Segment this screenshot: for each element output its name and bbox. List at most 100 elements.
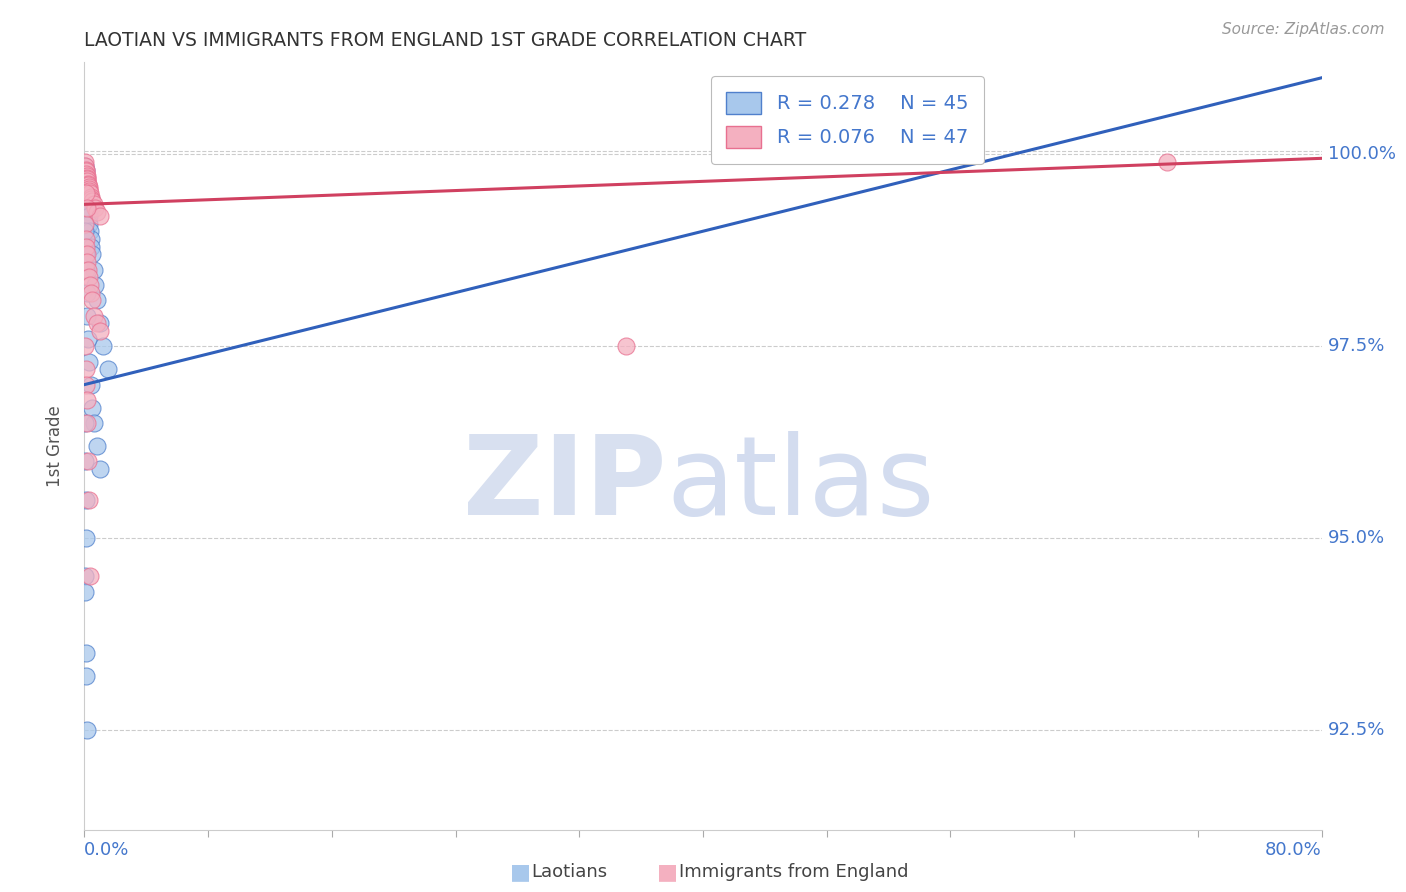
Point — [76, 178, 98, 193]
Point — [75, 167, 97, 181]
Point — [83, 197, 105, 211]
Point — [75, 174, 97, 188]
Point — [77, 201, 100, 215]
Text: Source: ZipAtlas.com: Source: ZipAtlas.com — [1222, 22, 1385, 37]
Text: 97.5%: 97.5% — [1327, 337, 1385, 355]
Text: atlas: atlas — [666, 431, 935, 538]
Text: LAOTIAN VS IMMIGRANTS FROM ENGLAND 1ST GRADE CORRELATION CHART: LAOTIAN VS IMMIGRANTS FROM ENGLAND 1ST G… — [84, 30, 807, 50]
Point — [89, 209, 111, 223]
Text: 100.0%: 100.0% — [1327, 145, 1396, 163]
Point — [76, 169, 98, 183]
Point — [86, 205, 108, 219]
Point — [77, 209, 100, 223]
Point — [76, 416, 98, 430]
Text: ZIP: ZIP — [463, 431, 666, 538]
Point — [75, 162, 97, 177]
Point — [76, 172, 98, 186]
Text: 95.0%: 95.0% — [1327, 529, 1385, 547]
Point — [75, 584, 97, 599]
Point — [76, 285, 98, 300]
Point — [75, 159, 97, 173]
Point — [75, 167, 97, 181]
Point — [79, 285, 101, 300]
Point — [79, 217, 101, 231]
Point — [75, 416, 97, 430]
Point — [79, 232, 101, 246]
Point — [75, 569, 97, 583]
Point — [86, 316, 108, 330]
Point — [76, 177, 98, 191]
Point — [75, 239, 97, 253]
Point — [75, 262, 97, 277]
Point — [96, 362, 118, 376]
Point — [75, 159, 97, 173]
Point — [91, 339, 114, 353]
Point — [82, 401, 104, 415]
Point — [75, 339, 97, 353]
Point — [76, 201, 98, 215]
Point — [76, 190, 98, 204]
Text: Immigrants from England: Immigrants from England — [679, 863, 908, 881]
Point — [75, 217, 97, 231]
Text: 0.0%: 0.0% — [84, 841, 129, 859]
Point — [75, 377, 97, 392]
Point — [77, 354, 100, 368]
Point — [75, 232, 97, 246]
Point — [75, 162, 97, 177]
Point — [75, 164, 97, 178]
Point — [75, 186, 97, 200]
Text: ■: ■ — [658, 863, 678, 882]
Point — [83, 309, 105, 323]
Point — [76, 255, 98, 269]
Point — [76, 194, 98, 208]
Legend: R = 0.278    N = 45, R = 0.076    N = 47: R = 0.278 N = 45, R = 0.076 N = 47 — [711, 76, 984, 164]
Point — [86, 293, 108, 308]
Point — [80, 239, 103, 253]
Point — [77, 179, 100, 194]
Point — [79, 224, 101, 238]
Point — [76, 174, 98, 188]
Point — [79, 277, 101, 292]
Point — [75, 170, 97, 185]
Point — [84, 277, 107, 292]
Point — [75, 669, 97, 683]
Text: Laotians: Laotians — [531, 863, 607, 881]
Point — [75, 247, 97, 261]
Point — [76, 723, 98, 737]
Point — [79, 190, 101, 204]
Point — [79, 569, 101, 583]
Point — [84, 201, 107, 215]
Y-axis label: 1st Grade: 1st Grade — [45, 405, 63, 487]
Point — [79, 377, 101, 392]
Point — [79, 186, 101, 200]
Text: 80.0%: 80.0% — [1265, 841, 1322, 859]
Point — [82, 194, 104, 208]
Point — [77, 454, 100, 468]
Point — [79, 184, 101, 198]
Point — [89, 462, 111, 476]
Point — [75, 531, 97, 545]
Text: 92.5%: 92.5% — [1327, 721, 1385, 739]
Point — [614, 339, 637, 353]
Point — [75, 224, 97, 238]
Point — [77, 182, 100, 196]
Point — [83, 416, 105, 430]
Point — [75, 646, 97, 660]
Point — [77, 270, 100, 285]
Point — [86, 439, 108, 453]
Point — [80, 192, 103, 206]
Point — [76, 309, 98, 323]
Point — [77, 332, 100, 346]
Point — [75, 362, 97, 376]
Text: ■: ■ — [510, 863, 530, 882]
Point — [1156, 155, 1178, 169]
Point — [76, 182, 98, 196]
Point — [76, 247, 98, 261]
Point — [76, 392, 98, 407]
Point — [77, 178, 100, 193]
Point — [83, 262, 105, 277]
Point — [77, 262, 100, 277]
Point — [76, 170, 98, 185]
Point — [75, 454, 97, 468]
Point — [89, 324, 111, 338]
